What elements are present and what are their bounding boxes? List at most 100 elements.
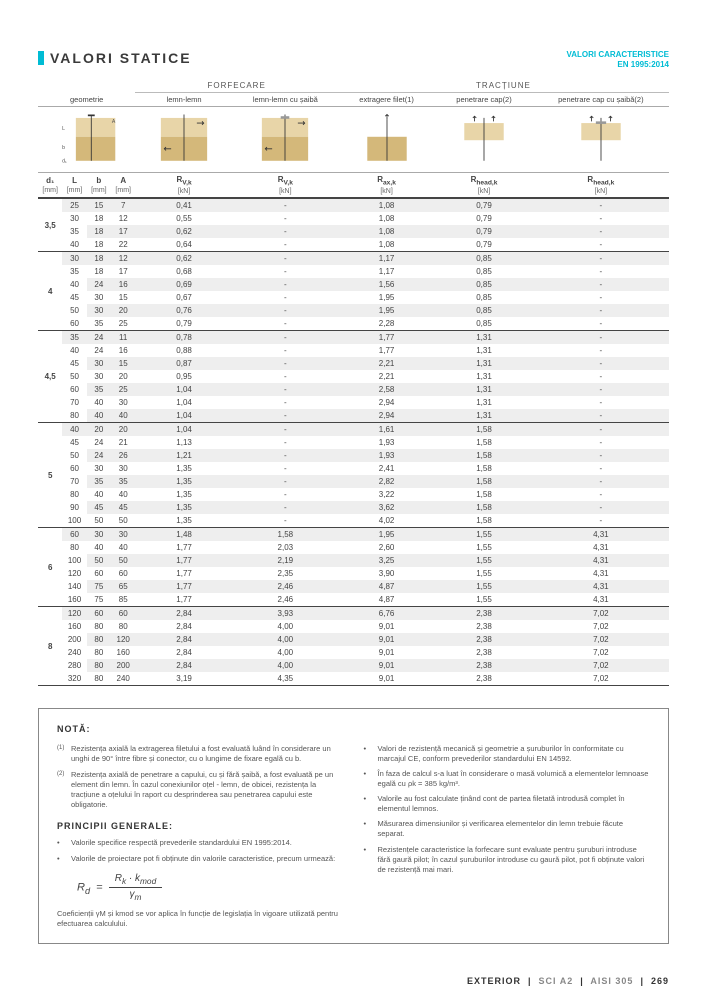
table-cell: 50 [62, 370, 86, 383]
table-cell: 60 [62, 528, 86, 542]
table-cell: 1,93 [338, 449, 435, 462]
col-lemn-lemn: lemn-lemn [135, 92, 232, 106]
table-cell: 0,79 [435, 198, 532, 212]
table-cell: 2,28 [338, 317, 435, 331]
shear-washer-diagram [255, 111, 315, 166]
table-cell: 30 [87, 528, 111, 542]
table-cell: 1,95 [338, 304, 435, 317]
table-cell: 6,76 [338, 607, 435, 621]
svg-text:A: A [112, 119, 116, 125]
table-row: 4524211,13-1,931,58- [38, 436, 669, 449]
table-cell: 4,31 [533, 554, 669, 567]
table-cell: 80 [87, 620, 111, 633]
table-cell: 1,17 [338, 265, 435, 278]
table-cell: - [233, 475, 338, 488]
d1-cell: 8 [38, 607, 62, 686]
table-cell: 1,35 [135, 501, 232, 514]
table-cell: 1,08 [338, 238, 435, 252]
col-penetrare: penetrare cap(2) [435, 92, 532, 106]
table-cell: - [233, 238, 338, 252]
table-cell: - [533, 238, 669, 252]
table-cell: - [233, 331, 338, 345]
d1-cell: 3,5 [38, 198, 62, 252]
table-cell: 15 [111, 291, 135, 304]
table-cell: 4,31 [533, 593, 669, 607]
table-cell: 0,79 [435, 238, 532, 252]
table-row: 3518170,62-1,080,79- [38, 225, 669, 238]
table-cell: - [533, 278, 669, 291]
table-cell: 1,08 [338, 212, 435, 225]
table-cell: 7,02 [533, 607, 669, 621]
table-cell: 85 [111, 593, 135, 607]
table-cell: 30 [87, 370, 111, 383]
table-cell: 50 [111, 554, 135, 567]
table-cell: 0,87 [135, 357, 232, 370]
table-cell: - [233, 436, 338, 449]
table-row: 4530150,67-1,950,85- [38, 291, 669, 304]
table-cell: 1,55 [435, 567, 532, 580]
table-cell: 120 [111, 633, 135, 646]
table-cell: - [233, 317, 338, 331]
table-cell: 1,58 [435, 488, 532, 501]
table-row: 812060602,843,936,762,387,02 [38, 607, 669, 621]
table-cell: 100 [62, 554, 86, 567]
table-cell: 0,69 [135, 278, 232, 291]
table-cell: 2,38 [435, 607, 532, 621]
table-cell: 17 [111, 225, 135, 238]
table-cell: 2,58 [338, 383, 435, 396]
table-cell: 240 [62, 646, 86, 659]
table-cell: 24 [87, 449, 111, 462]
table-cell: 0,85 [435, 252, 532, 266]
table-cell: 35 [62, 265, 86, 278]
table-cell: 140 [62, 580, 86, 593]
table-cell: 0,79 [435, 225, 532, 238]
table-cell: - [533, 514, 669, 528]
table-cell: 0,68 [135, 265, 232, 278]
col-penetrare-saiba: penetrare cap cu șaibă(2) [533, 92, 669, 106]
table-cell: - [533, 409, 669, 423]
table-row: 8040401,772,032,601,554,31 [38, 541, 669, 554]
table-cell: - [233, 396, 338, 409]
table-row: 280802002,844,009,012,387,02 [38, 659, 669, 672]
table-cell: 30 [87, 304, 111, 317]
col-extragere: extragere filet(1) [338, 92, 435, 106]
table-cell: 35 [87, 317, 111, 331]
table-cell: 1,58 [435, 462, 532, 475]
table-cell: 2,82 [338, 475, 435, 488]
table-cell: 0,85 [435, 304, 532, 317]
table-cell: 4,00 [233, 659, 338, 672]
withdrawal-diagram [357, 111, 417, 166]
table-row: 3,5251570,41-1,080,79- [38, 198, 669, 212]
table-row: 3518170,68-1,170,85- [38, 265, 669, 278]
table-cell: 40 [111, 541, 135, 554]
table-cell: 0,85 [435, 317, 532, 331]
table-cell: 11 [111, 331, 135, 345]
table-cell: - [233, 462, 338, 475]
table-cell: 45 [62, 357, 86, 370]
table-cell: 4,87 [338, 593, 435, 607]
table-cell: 80 [87, 659, 111, 672]
table-cell: 1,58 [233, 528, 338, 542]
table-cell: - [233, 265, 338, 278]
table-cell: 1,31 [435, 344, 532, 357]
table-cell: 3,19 [135, 672, 232, 686]
page-footer: EXTERIOR | SCI A2 | AISI 305 | 269 [467, 976, 669, 986]
table-cell: 60 [111, 607, 135, 621]
table-cell: 50 [87, 514, 111, 528]
d1-cell: 6 [38, 528, 62, 607]
table-cell: - [233, 304, 338, 317]
table-cell: 25 [111, 383, 135, 396]
table-cell: 2,46 [233, 580, 338, 593]
table-cell: 1,35 [135, 462, 232, 475]
table-row: 5030200,95-2,211,31- [38, 370, 669, 383]
table-cell: 1,77 [135, 541, 232, 554]
table-cell: 4,31 [533, 528, 669, 542]
table-cell: - [233, 212, 338, 225]
table-row: 4024160,88-1,771,31- [38, 344, 669, 357]
bullet-r3: Valorile au fost calculate ținând cont d… [378, 794, 651, 814]
table-cell: 12 [111, 252, 135, 266]
table-cell: 1,55 [435, 541, 532, 554]
table-cell: 24 [87, 331, 111, 345]
table-row: 240801602,844,009,012,387,02 [38, 646, 669, 659]
table-cell: 40 [87, 396, 111, 409]
